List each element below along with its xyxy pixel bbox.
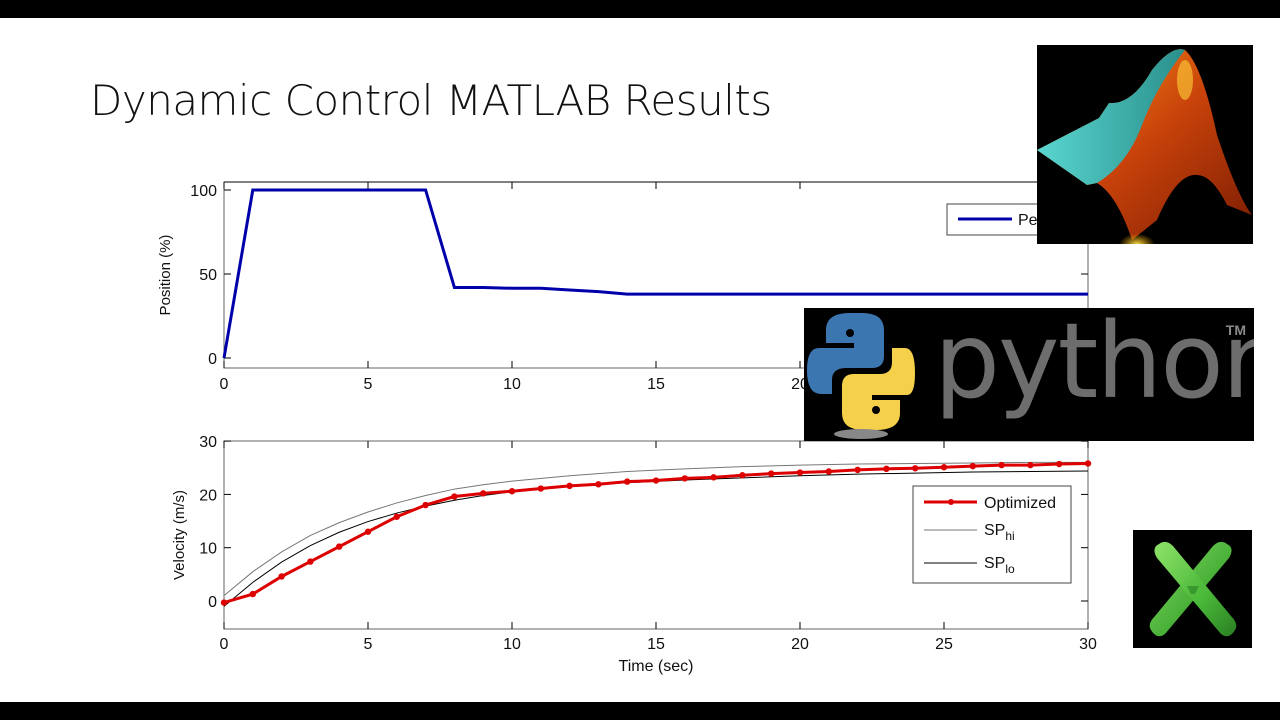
position-ylabel: Position (%) bbox=[157, 235, 174, 316]
svg-text:0: 0 bbox=[208, 351, 217, 368]
svg-text:0: 0 bbox=[220, 636, 229, 653]
svg-text:10: 10 bbox=[503, 376, 521, 393]
svg-text:0: 0 bbox=[220, 376, 229, 393]
svg-text:25: 25 bbox=[935, 636, 953, 653]
svg-text:Optimized: Optimized bbox=[984, 495, 1056, 512]
trademark-symbol: TM bbox=[1226, 322, 1246, 338]
svg-text:100: 100 bbox=[190, 183, 217, 200]
excel-logo bbox=[1133, 530, 1252, 648]
svg-text:30: 30 bbox=[1079, 636, 1097, 653]
svg-text:15: 15 bbox=[647, 376, 665, 393]
velocity-chart: 0 5 10 15 20 25 30 0 10 20 30 Velocity (m/s) Time … bbox=[171, 434, 1097, 675]
svg-text:0: 0 bbox=[208, 594, 217, 611]
svg-text:5: 5 bbox=[364, 636, 373, 653]
svg-text:30: 30 bbox=[199, 434, 217, 451]
svg-text:5: 5 bbox=[364, 376, 373, 393]
svg-text:50: 50 bbox=[199, 267, 217, 284]
time-xlabel: Time (sec) bbox=[619, 658, 694, 675]
svg-text:20: 20 bbox=[199, 487, 217, 504]
python-logo: python TM bbox=[804, 308, 1254, 441]
svg-text:20: 20 bbox=[791, 636, 809, 653]
svg-text:15: 15 bbox=[647, 636, 665, 653]
position-legend-label: Pe bbox=[1018, 212, 1038, 229]
velocity-legend: Optimized SPhi SPlo bbox=[913, 486, 1071, 583]
svg-text:10: 10 bbox=[503, 636, 521, 653]
python-snake-icon bbox=[804, 308, 924, 441]
matlab-logo bbox=[1037, 45, 1253, 244]
velocity-ylabel: Velocity (m/s) bbox=[171, 490, 188, 580]
svg-text:10: 10 bbox=[199, 541, 217, 558]
python-wordmark: python bbox=[934, 308, 1254, 422]
